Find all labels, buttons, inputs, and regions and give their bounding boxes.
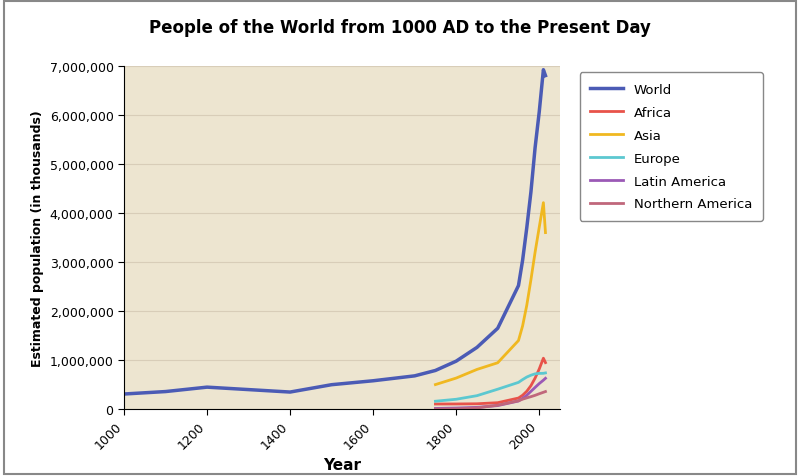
Europe [530,371,540,377]
World [530,146,540,151]
Y-axis label: Estimated population (in thousands): Estimated population (in thousands) [31,110,44,366]
Latin America [451,406,461,411]
Africa [538,356,548,361]
Latin America [518,396,527,401]
Northern America [493,403,502,408]
Africa [518,393,527,398]
Legend: World, Africa, Asia, Europe, Latin America, Northern America: World, Africa, Asia, Europe, Latin Ameri… [580,73,762,221]
Asia [472,367,482,373]
Asia [451,376,461,381]
Europe [514,380,523,386]
Latin America [541,376,550,381]
Asia [518,323,527,329]
Latin America [534,381,544,387]
Africa [522,388,531,394]
World [244,387,254,393]
Europe [526,373,536,378]
World [534,110,544,116]
Line: Northern America: Northern America [435,392,546,409]
Africa [530,376,540,381]
World [161,389,170,395]
World [493,326,502,331]
Asia [541,230,550,236]
Europe [493,387,502,392]
Northern America [514,398,523,404]
World [286,389,295,395]
Europe [541,370,550,376]
Africa [472,401,482,407]
Northern America [534,391,544,397]
Line: Asia: Asia [435,203,546,385]
Africa [493,400,502,406]
World [410,373,419,379]
Europe [430,398,440,404]
Asia [493,360,502,366]
Asia [534,225,544,230]
World [514,283,523,289]
Europe [522,375,531,380]
World [522,225,531,231]
Northern America [541,389,550,395]
Line: Latin America: Latin America [435,378,546,408]
Northern America [430,407,440,412]
Latin America [472,405,482,410]
Europe [534,371,544,377]
Latin America [538,377,548,383]
Europe [518,377,527,383]
Latin America [526,389,536,395]
World [430,368,440,374]
World [541,74,550,79]
Latin America [514,398,523,404]
Text: People of the World from 1000 AD to the Present Day: People of the World from 1000 AD to the … [149,19,651,37]
Asia [430,382,440,387]
Northern America [526,394,536,400]
World [451,358,461,364]
Europe [472,393,482,399]
Africa [430,401,440,407]
Northern America [522,395,531,401]
Africa [534,367,544,372]
World [119,391,129,397]
Asia [522,303,531,308]
Africa [526,383,536,389]
Northern America [518,397,527,402]
Africa [541,360,550,366]
World [518,258,527,263]
Europe [538,371,548,377]
Latin America [522,393,531,398]
Latin America [493,403,502,408]
World [538,68,548,73]
Latin America [530,385,540,390]
X-axis label: Year: Year [323,457,361,472]
Asia [538,200,548,206]
Latin America [430,406,440,411]
Northern America [530,393,540,398]
World [472,345,482,350]
Africa [451,401,461,407]
World [526,189,536,195]
Line: Africa: Africa [435,358,546,404]
Northern America [538,390,548,396]
Asia [526,277,536,283]
Line: World: World [124,70,546,394]
Northern America [451,406,461,412]
Asia [514,338,523,344]
World [327,382,337,388]
Northern America [472,405,482,411]
Europe [451,397,461,402]
Line: Europe: Europe [435,373,546,401]
World [368,378,378,384]
Asia [530,250,540,256]
World [202,385,212,390]
Africa [514,396,523,401]
